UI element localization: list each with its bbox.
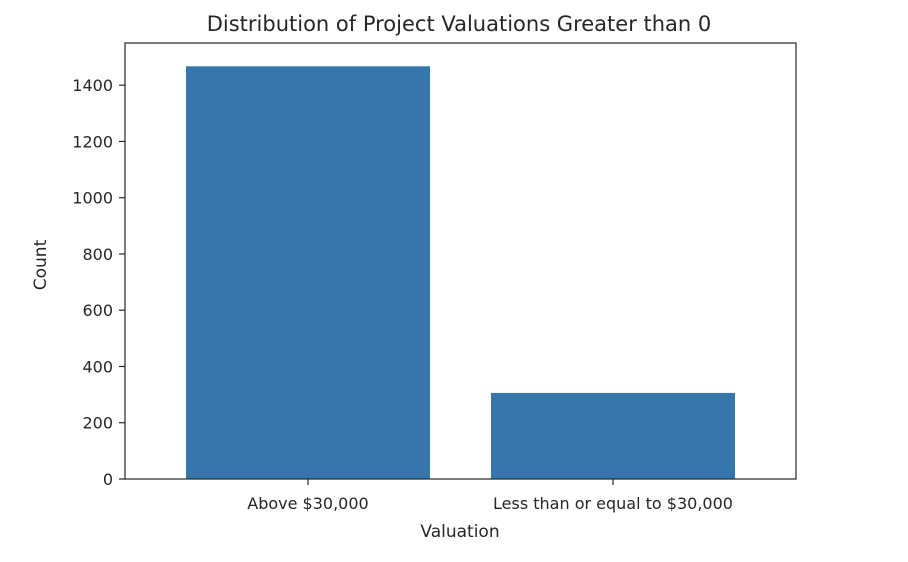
x-tick-label: Less than or equal to $30,000: [493, 494, 733, 513]
x-tick-label: Above $30,000: [247, 494, 368, 513]
y-tick-label: 1400: [72, 76, 113, 95]
y-tick-label: 0: [103, 470, 113, 489]
y-tick-label: 600: [82, 301, 113, 320]
chart-title: Distribution of Project Valuations Great…: [207, 12, 712, 36]
y-tick-label: 200: [82, 414, 113, 433]
x-axis: Above $30,000 Less than or equal to $30,0…: [247, 479, 733, 513]
bars-group: [186, 66, 735, 480]
bar-0: [186, 66, 430, 480]
x-axis-label: Valuation: [420, 522, 499, 542]
y-tick-label: 1200: [72, 132, 113, 151]
y-tick-label: 800: [82, 245, 113, 264]
y-tick-label: 1000: [72, 189, 113, 208]
bar-1: [491, 392, 735, 479]
y-tick-label: 400: [82, 357, 113, 376]
plot-frame: [124, 42, 797, 480]
y-axis: 0 200 400 600 800 1000 1200 1400: [72, 76, 125, 489]
y-axis-label: Count: [31, 239, 51, 290]
